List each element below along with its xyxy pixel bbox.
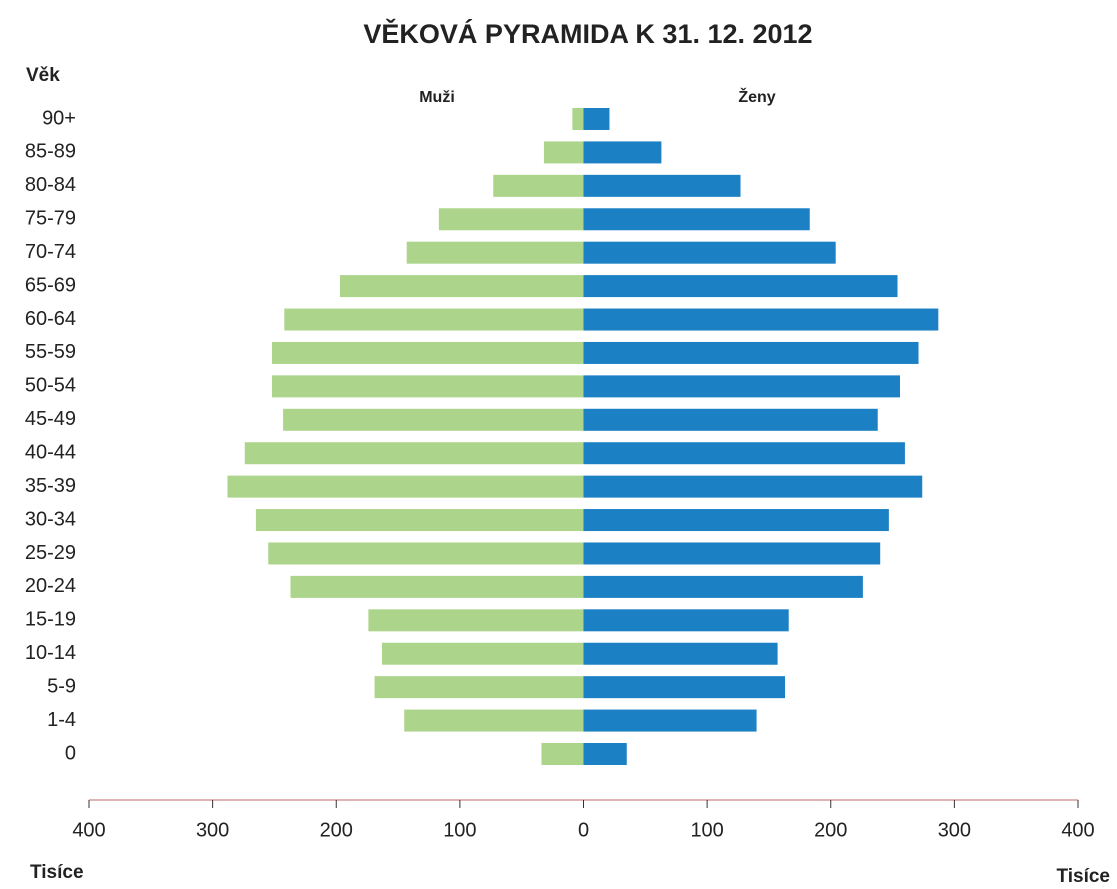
bar [583,676,786,699]
bar [404,709,584,732]
x-tick-label: 100 [443,819,476,841]
bar [583,408,878,431]
y-tick-label: 5-9 [47,675,76,697]
y-tick-label: 70-74 [25,241,76,263]
bar [406,241,584,264]
bar [583,341,919,364]
y-tick-label: 30-34 [25,508,76,530]
bar [583,642,778,665]
y-tick-label: 1-4 [47,709,76,731]
y-axis-label: Věk [26,65,60,86]
bar [583,174,741,197]
legend-label: Muži [419,89,455,106]
bar [583,308,939,331]
bar [284,308,584,331]
legend-label: Ženy [738,87,775,106]
y-tick-label: 45-49 [25,408,76,430]
chart-title: VĚKOVÁ PYRAMIDA K 31. 12. 2012 [363,18,812,49]
bar [583,542,881,565]
bar [290,575,584,598]
bar [583,141,662,164]
y-tick-label: 25-29 [25,542,76,564]
bar [583,709,757,732]
x-axis-label: Tisíce [1056,866,1110,884]
y-tick-label: 80-84 [25,174,76,196]
bar [438,208,584,231]
bar [339,275,584,298]
bar [268,542,584,565]
bar [244,442,584,465]
x-tick-label: 200 [814,819,847,841]
bar [283,408,584,431]
bar [374,676,584,699]
bar [583,375,900,398]
bar [541,743,584,765]
y-tick-label: 65-69 [25,274,76,296]
bar [271,341,584,364]
bar [583,509,889,532]
y-tick-label: 90+ [42,107,76,129]
bar [543,141,584,164]
x-axis-label: Tisíce [30,862,84,883]
x-tick-label: 200 [320,819,353,841]
x-tick-label: 300 [938,819,971,841]
bar [227,475,584,498]
bar [368,609,584,632]
x-tick-label: 0 [578,819,589,841]
bar [583,275,898,298]
x-tick-label: 400 [1061,819,1094,841]
bar [493,174,584,197]
bar [583,475,923,498]
y-tick-label: 20-24 [25,575,76,597]
bar [583,208,810,231]
y-tick-label: 55-59 [25,341,76,363]
bar [255,509,584,532]
y-tick-label: 35-39 [25,475,76,497]
bar [583,108,610,130]
y-tick-label: 50-54 [25,375,76,397]
bar [583,609,789,632]
bar [572,108,584,130]
bar [583,442,905,465]
x-tick-label: 400 [72,819,105,841]
y-tick-label: 40-44 [25,441,76,463]
bar [583,241,836,264]
x-tick-label: 100 [690,819,723,841]
bar [583,575,863,598]
bar [271,375,584,398]
y-tick-label: 75-79 [25,208,76,230]
y-tick-label: 15-19 [25,609,76,631]
bar [381,642,584,665]
y-tick-label: 10-14 [25,642,76,664]
x-tick-label: 300 [196,819,229,841]
y-tick-label: 0 [65,742,76,764]
y-tick-label: 60-64 [25,308,76,330]
y-tick-label: 85-89 [25,141,76,163]
bar [583,743,627,765]
